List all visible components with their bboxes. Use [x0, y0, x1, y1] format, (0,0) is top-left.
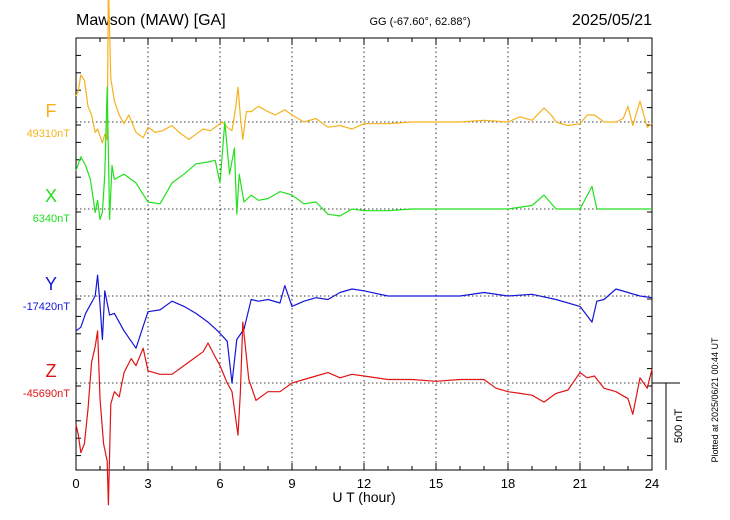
baseline-value-Z: -45690nT — [23, 388, 70, 400]
x-tick-label-9: 9 — [288, 476, 295, 491]
component-label-X: X — [45, 186, 57, 206]
scale-bar: 500 nT — [652, 382, 685, 470]
x-tick-label-18: 18 — [501, 476, 515, 491]
chart-date: 2025/05/21 — [572, 12, 652, 29]
x-tick-labels: 0 3 6 9 12 15 18 21 24 — [72, 476, 659, 491]
series-line-Y — [75, 274, 653, 384]
component-label-Z: Z — [46, 361, 57, 381]
series-lines — [75, 0, 653, 506]
series-line-F — [75, 0, 653, 144]
series-line-X — [75, 86, 652, 220]
x-tick-label-12: 12 — [357, 476, 371, 491]
baseline-value-F: 49310nT — [27, 128, 71, 140]
x-axis-label: U T (hour) — [332, 489, 395, 505]
component-label-Y: Y — [45, 274, 57, 294]
x-tick-label-15: 15 — [429, 476, 443, 491]
baseline-group — [76, 121, 652, 384]
series-line-Z — [75, 321, 653, 506]
x-tick-label-3: 3 — [144, 476, 151, 491]
scale-bar-label: 500 nT — [673, 409, 685, 444]
component-labels: F 49310nT X 6340nT Y -17420nT Z -45690nT — [23, 101, 70, 400]
chart-subtitle: GG (-67.60°, 62.88°) — [369, 16, 470, 28]
x-tick-label-24: 24 — [645, 476, 659, 491]
x-tick-label-6: 6 — [216, 476, 223, 491]
component-label-F: F — [46, 101, 57, 121]
axis-ticks — [75, 38, 653, 470]
grid-lines — [147, 38, 581, 470]
x-tick-label-21: 21 — [573, 476, 587, 491]
plotted-note: Plotted at 2025/06/21 00:44 UT — [710, 337, 720, 463]
chart-title: Mawson (MAW) [GA] — [76, 12, 226, 29]
baseline-value-X: 6340nT — [33, 213, 71, 225]
x-tick-label-0: 0 — [72, 476, 79, 491]
baseline-value-Y: -17420nT — [23, 301, 70, 313]
